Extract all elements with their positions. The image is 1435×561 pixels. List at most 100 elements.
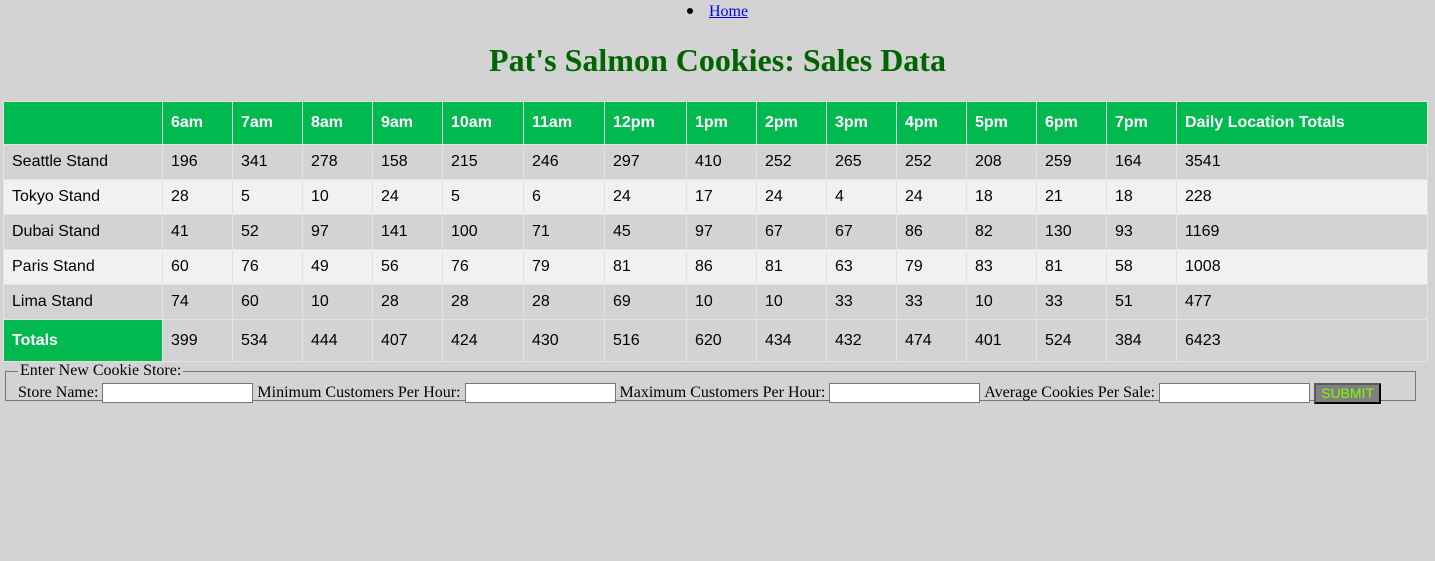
table-cell: 52: [232, 214, 303, 250]
table-header-cell: 1pm: [686, 101, 757, 145]
table-cell: 81: [756, 249, 827, 285]
page-title: Pat's Salmon Cookies: Sales Data: [489, 42, 946, 78]
table-cell: 74: [162, 284, 233, 320]
table-cell: 100: [442, 214, 524, 250]
table-cell: 265: [826, 144, 897, 180]
store-name-label: Store Name:: [18, 384, 99, 401]
table-cell: 28: [523, 284, 605, 320]
table-cell: 228: [1176, 179, 1428, 215]
totals-cell: 424: [442, 319, 524, 362]
table-header-cell: 7am: [232, 101, 303, 145]
table-cell: 10: [302, 179, 373, 215]
table-cell: 5: [232, 179, 303, 215]
table-row: Dubai Stand 41 52 97 141 100 71 45 97 67 67 86 82 130…: [3, 214, 1428, 250]
table-cell: 45: [604, 214, 687, 250]
table-cell: 76: [442, 249, 524, 285]
nav-list: Home: [0, 2, 1435, 22]
table-cell: 341: [232, 144, 303, 180]
totals-cell: 399: [162, 319, 233, 362]
totals-cell: 434: [756, 319, 827, 362]
totals-cell: 430: [523, 319, 605, 362]
table-cell: 28: [162, 179, 233, 215]
store-name-cell: Tokyo Stand: [3, 179, 163, 215]
min-customers-input[interactable]: [464, 383, 616, 403]
table-cell: 21: [1036, 179, 1107, 215]
table-cell: 71: [523, 214, 605, 250]
table-header-row: 6am 7am 8am 9am 10am 11am 12pm 1pm 2pm 3pm 4pm 5pm 6…: [3, 101, 1428, 145]
totals-cell: 432: [826, 319, 897, 362]
table-cell: 33: [826, 284, 897, 320]
table-cell: 24: [604, 179, 687, 215]
table-cell: 18: [966, 179, 1037, 215]
table-header-cell: 2pm: [756, 101, 827, 145]
table-cell: 28: [442, 284, 524, 320]
totals-cell: 516: [604, 319, 687, 362]
table-row: Tokyo Stand 28 5 10 24 5 6 24 17 24 4 24 18 21 18 228: [3, 179, 1428, 215]
table-cell: 58: [1106, 249, 1177, 285]
table-cell: 141: [372, 214, 443, 250]
table-cell: 10: [756, 284, 827, 320]
table-cell: 97: [686, 214, 757, 250]
table-header-cell: Daily Location Totals: [1176, 101, 1428, 145]
table-cell: 67: [826, 214, 897, 250]
table-cell: 81: [1036, 249, 1107, 285]
totals-cell: 6423: [1176, 319, 1428, 362]
store-name-cell: Lima Stand: [3, 284, 163, 320]
store-name-cell: Paris Stand: [3, 249, 163, 285]
table-cell: 63: [826, 249, 897, 285]
table-cell: 24: [896, 179, 967, 215]
table-cell: 6: [523, 179, 605, 215]
table-cell: 278: [302, 144, 373, 180]
table-cell: 130: [1036, 214, 1107, 250]
table-header-cell: 6pm: [1036, 101, 1107, 145]
table-cell: 259: [1036, 144, 1107, 180]
table-cell: 67: [756, 214, 827, 250]
table-cell: 49: [302, 249, 373, 285]
totals-cell: 534: [232, 319, 303, 362]
table-cell: 410: [686, 144, 757, 180]
table-cell: 60: [232, 284, 303, 320]
table-cell: 10: [966, 284, 1037, 320]
table-cell: 24: [372, 179, 443, 215]
table-cell: 164: [1106, 144, 1177, 180]
home-link[interactable]: Home: [708, 3, 749, 20]
totals-cell: 407: [372, 319, 443, 362]
totals-cell: 384: [1106, 319, 1177, 362]
avg-cookies-input[interactable]: [1159, 383, 1311, 403]
table-cell: 24: [756, 179, 827, 215]
table-cell: 76: [232, 249, 303, 285]
submit-button[interactable]: SUBMIT: [1314, 382, 1382, 404]
table-cell: 5: [442, 179, 524, 215]
table-cell: 33: [1036, 284, 1107, 320]
table-header-cell: 12pm: [604, 101, 687, 145]
table-cell: 252: [756, 144, 827, 180]
table-cell: 196: [162, 144, 233, 180]
list-bullet-icon: [686, 8, 693, 15]
table-cell: 81: [604, 249, 687, 285]
totals-label: Totals: [3, 319, 163, 362]
table-cell: 60: [162, 249, 233, 285]
sales-table: 6am 7am 8am 9am 10am 11am 12pm 1pm 2pm 3pm 4pm 5pm 6…: [3, 101, 1428, 362]
table-cell: 93: [1106, 214, 1177, 250]
table-header-cell: 11am: [523, 101, 605, 145]
table-cell: 246: [523, 144, 605, 180]
totals-row: Totals 399 534 444 407 424 430 516 620 434 432 474…: [3, 319, 1428, 362]
totals-cell: 474: [896, 319, 967, 362]
table-cell: 215: [442, 144, 524, 180]
avg-cookies-label: Average Cookies Per Sale:: [984, 384, 1156, 401]
table-header-cell: 10am: [442, 101, 524, 145]
max-customers-input[interactable]: [829, 383, 981, 403]
store-name-input[interactable]: [102, 383, 254, 403]
totals-cell: 524: [1036, 319, 1107, 362]
totals-cell: 444: [302, 319, 373, 362]
table-cell: 477: [1176, 284, 1428, 320]
table-cell: 3541: [1176, 144, 1428, 180]
table-cell: 208: [966, 144, 1037, 180]
table-cell: 79: [523, 249, 605, 285]
table-cell: 86: [686, 249, 757, 285]
table-cell: 10: [686, 284, 757, 320]
table-cell: 79: [896, 249, 967, 285]
totals-cell: 401: [966, 319, 1037, 362]
table-cell: 1008: [1176, 249, 1428, 285]
table-cell: 69: [604, 284, 687, 320]
